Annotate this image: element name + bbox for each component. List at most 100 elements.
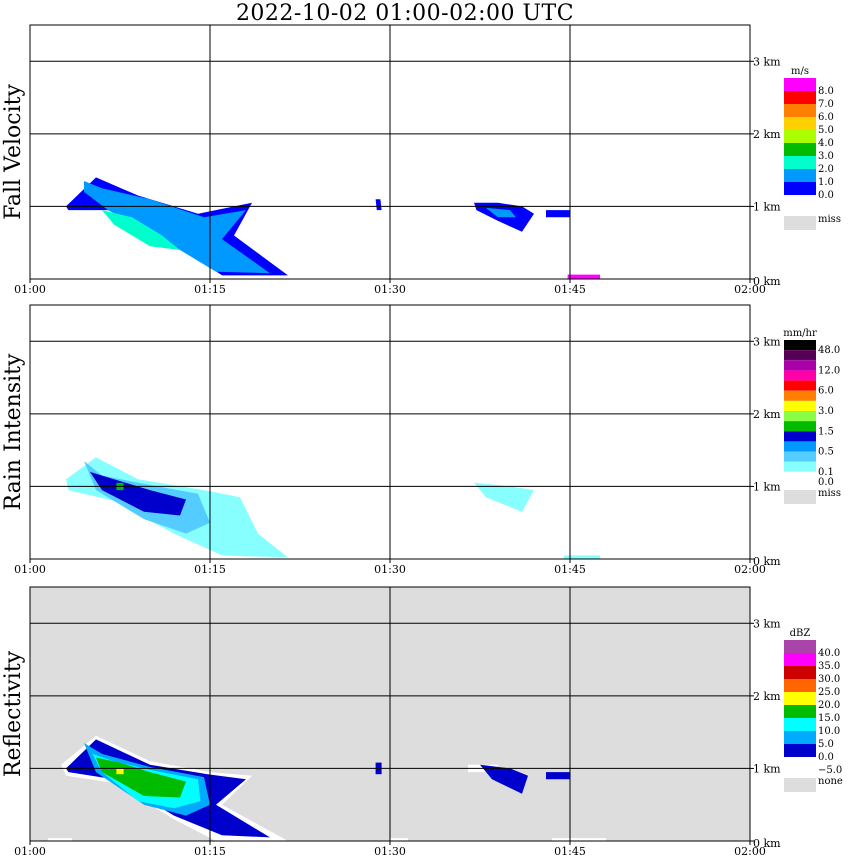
colorbar-label: 35.0 <box>818 661 840 672</box>
x-tick-label: 01:15 <box>194 845 226 858</box>
echo-region <box>48 838 72 841</box>
x-tick-label: 02:00 <box>734 563 766 576</box>
colorbar-label: 25.0 <box>818 687 840 698</box>
y-tick-label: 3 km <box>753 55 781 68</box>
colorbar-label: 10.0 <box>818 726 840 737</box>
colorbar-swatch <box>784 640 816 653</box>
echo-region <box>116 768 124 775</box>
colorbar-label: 4.0 <box>818 138 834 149</box>
y-tick-label: 0 km <box>753 555 781 568</box>
colorbar-swatch <box>784 757 816 770</box>
colorbar-swatch <box>784 421 816 432</box>
colorbar-swatch <box>784 653 816 666</box>
colorbar-swatch <box>784 731 816 744</box>
colorbar-label: 0.0 <box>818 477 834 488</box>
x-tick-label: 01:30 <box>374 563 406 576</box>
chart-title: 2022-10-02 01:00-02:00 UTC <box>235 1 575 26</box>
y-tick-label: 2 km <box>753 690 781 703</box>
colorbar-swatch <box>784 360 816 371</box>
panel-2: 01:00 01:15 01:30 01:45 02:000 km 1 km 2 km 3 k… <box>1 304 841 576</box>
x-tick-label: 01:00 <box>14 845 46 858</box>
colorbar-unit: m/s <box>791 66 809 77</box>
y-tick-label: 1 km <box>753 200 781 213</box>
colorbar-swatch <box>784 718 816 731</box>
echo-region <box>480 764 528 794</box>
colorbar-label: 1.5 <box>818 426 834 437</box>
colorbar-label: 30.0 <box>818 674 840 685</box>
x-tick-label: 01:00 <box>14 283 46 296</box>
colorbar-swatch <box>784 471 816 482</box>
y-axis-label: Fall Velocity <box>1 84 26 220</box>
y-tick-label: 2 km <box>753 128 781 141</box>
colorbar-label: 5.0 <box>818 739 834 750</box>
x-tick-label: 01:15 <box>194 563 226 576</box>
colorbar-miss-swatch <box>784 216 816 230</box>
colorbar-swatch <box>784 431 816 442</box>
echo-region <box>84 181 270 274</box>
colorbar-swatch <box>784 91 816 104</box>
colorbar-swatch <box>784 461 816 472</box>
colorbar-unit: dBZ <box>790 628 811 639</box>
echo-region <box>90 471 186 516</box>
colorbar-label: −5.0 <box>818 765 842 776</box>
x-tick-label: 01:15 <box>194 283 226 296</box>
colorbar-label: 0.5 <box>818 447 834 458</box>
colorbar-label: 3.0 <box>818 406 834 417</box>
colorbar-unit: mm/hr <box>783 328 817 339</box>
colorbar-label: 3.0 <box>818 151 834 162</box>
colorbar-swatch <box>784 169 816 182</box>
colorbar-label: 40.0 <box>818 648 840 659</box>
y-tick-label: 3 km <box>753 617 781 630</box>
colorbar-swatch <box>784 104 816 117</box>
colorbar-swatch <box>784 451 816 462</box>
echo-region <box>375 199 382 211</box>
colorbar-swatch <box>784 705 816 718</box>
colorbar-label: 0.1 <box>818 467 834 478</box>
colorbar-miss-swatch <box>784 778 816 792</box>
colorbar-swatch <box>784 340 816 351</box>
colorbar-swatch <box>784 692 816 705</box>
colorbar-label: 8.0 <box>818 86 834 97</box>
echo-region <box>546 772 570 780</box>
panel-3: 01:00 01:15 01:30 01:45 02:000 km 1 km 2 km 3 k… <box>1 586 843 858</box>
colorbar-swatch <box>784 411 816 422</box>
colorbar-swatch <box>784 441 816 452</box>
colorbar-swatch <box>784 182 816 195</box>
colorbar: m/s 8.0 7.0 6.0 5.0 4.0 3.0 2.0 1.0 0.0 miss <box>784 66 841 230</box>
colorbar-miss-label: none <box>818 776 843 787</box>
colorbar-label: 48.0 <box>818 345 840 356</box>
x-tick-label: 02:00 <box>734 845 766 858</box>
colorbar-swatch <box>784 744 816 757</box>
colorbar-swatch <box>784 156 816 169</box>
colorbar-label: 20.0 <box>818 700 840 711</box>
x-tick-label: 01:45 <box>554 283 586 296</box>
colorbar-swatch <box>784 370 816 381</box>
colorbar-label: 2.0 <box>818 164 834 175</box>
echo-region <box>486 207 516 218</box>
y-tick-label: 1 km <box>753 480 781 493</box>
echo-region <box>102 210 180 250</box>
y-tick-label: 3 km <box>753 335 781 348</box>
colorbar-swatch <box>784 400 816 411</box>
echo-region <box>474 482 534 512</box>
colorbar-label: 5.0 <box>818 125 834 136</box>
echo-region <box>390 838 408 841</box>
colorbar-swatch <box>784 380 816 391</box>
y-axis-label: Rain Intensity <box>1 353 26 510</box>
colorbar-label: 12.0 <box>818 365 840 376</box>
x-tick-label: 01:45 <box>554 563 586 576</box>
colorbar-miss-swatch <box>784 490 816 504</box>
y-tick-label: 0 km <box>753 275 781 288</box>
colorbar-label: 0.0 <box>818 752 834 763</box>
colorbar-miss-label: miss <box>818 488 841 499</box>
colorbar-label: 6.0 <box>818 112 834 123</box>
y-tick-label: 1 km <box>753 762 781 775</box>
x-tick-label: 02:00 <box>734 283 766 296</box>
panel-1: 01:00 01:15 01:30 01:45 02:000 km 1 km 2 km 3 k… <box>1 24 841 296</box>
x-tick-label: 01:30 <box>374 283 406 296</box>
echo-region <box>552 838 606 841</box>
colorbar-swatch <box>784 390 816 401</box>
colorbar-swatch <box>784 78 816 91</box>
